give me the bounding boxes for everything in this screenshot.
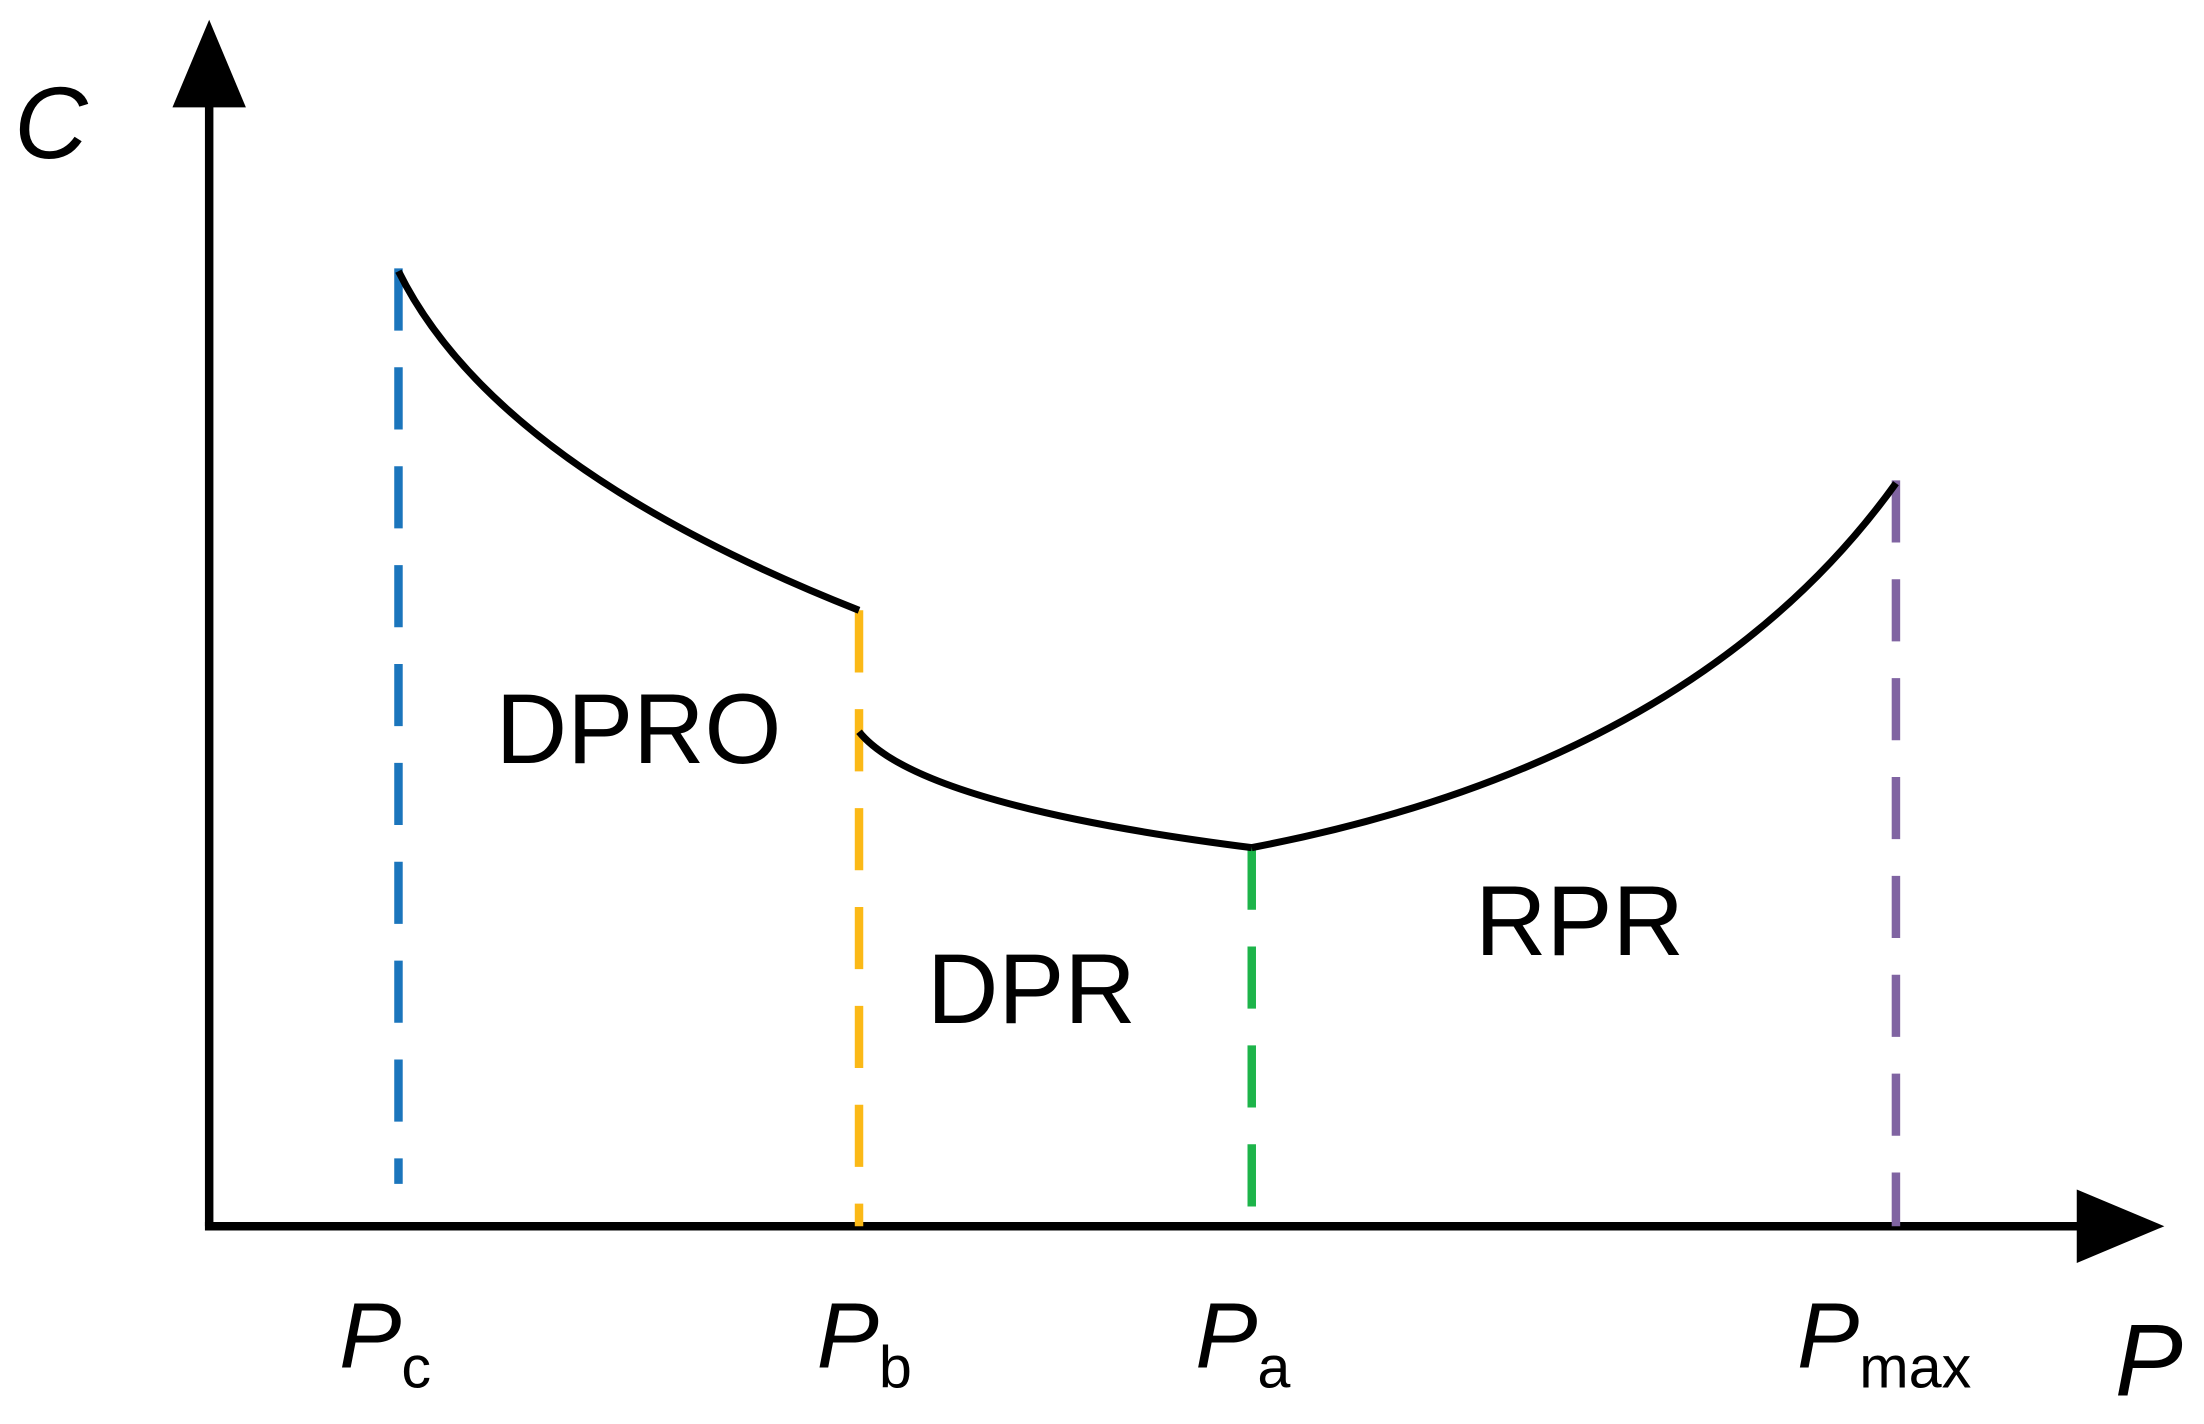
dpr-curve — [856, 729, 1253, 852]
marker-subscript: a — [1257, 1333, 1290, 1400]
dpro-curve — [395, 269, 861, 614]
x-axis-label: P — [2115, 1304, 2183, 1418]
region-label: RPR — [1475, 865, 1684, 976]
x-axis-arrow — [2076, 1189, 2165, 1263]
marker-label: Pmax — [1797, 1283, 1972, 1400]
marker-symbol: P — [339, 1283, 401, 1387]
marker-symbol: P — [1195, 1283, 1257, 1387]
marker-label: Pb — [817, 1283, 912, 1400]
marker-subscript: c — [401, 1333, 431, 1400]
region-label: DPRO — [496, 673, 782, 784]
rpr-curve — [1251, 481, 1899, 852]
marker-label: Pc — [339, 1283, 431, 1400]
marker-symbol: P — [817, 1283, 879, 1387]
y-axis-arrow — [172, 19, 246, 108]
marker-subscript: max — [1859, 1333, 1971, 1400]
region-label: DPR — [927, 933, 1136, 1044]
marker-subscript: b — [879, 1333, 912, 1400]
marker-label: Pa — [1195, 1283, 1290, 1400]
marker-symbol: P — [1797, 1283, 1859, 1387]
y-axis-label: C — [14, 66, 88, 180]
